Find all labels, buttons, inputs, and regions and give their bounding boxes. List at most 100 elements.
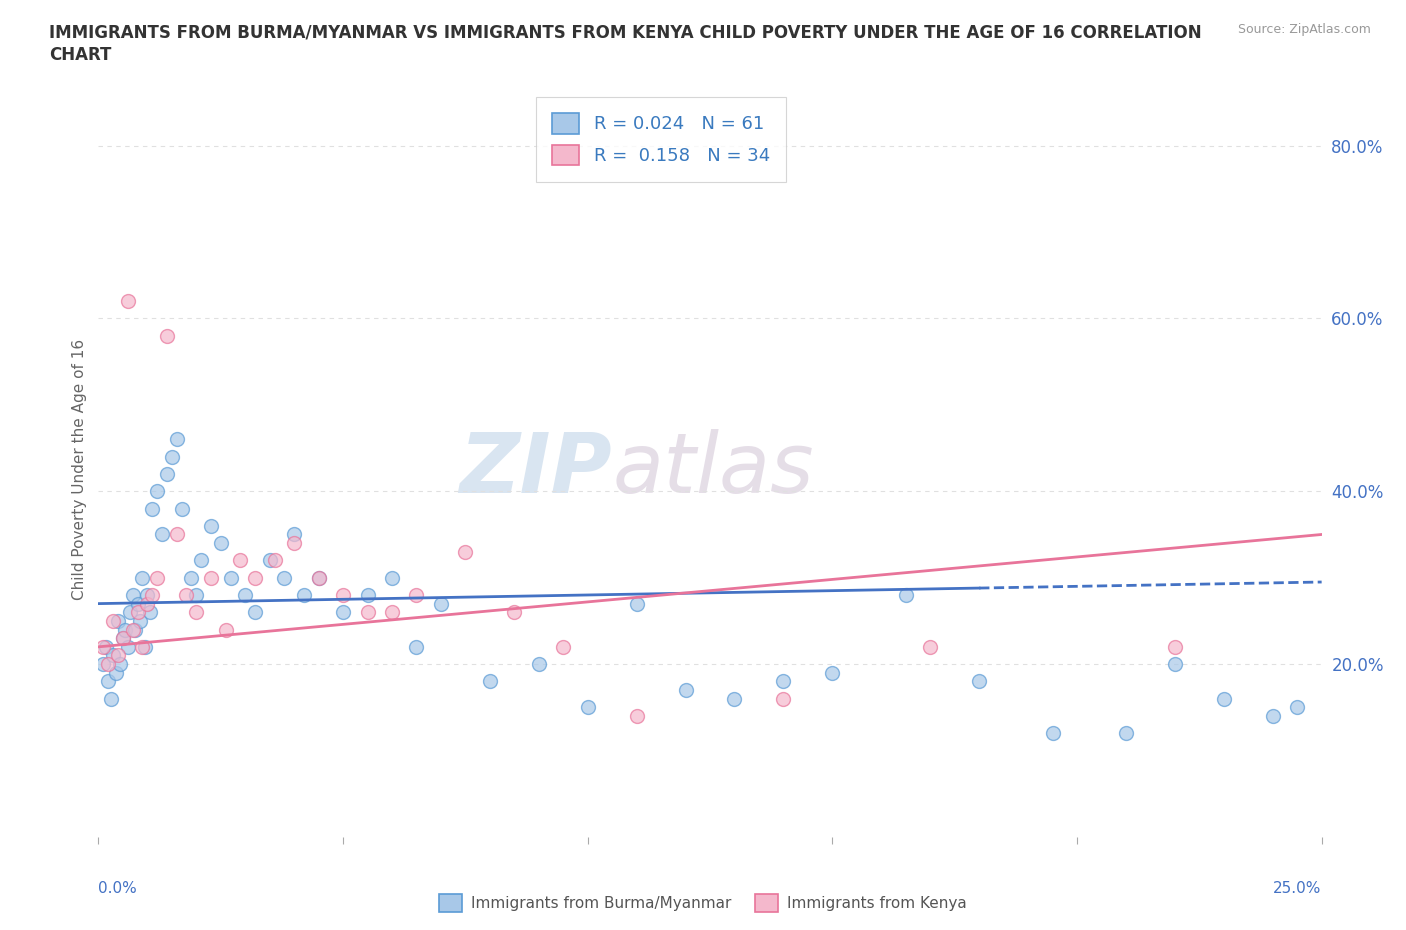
Point bbox=[381, 604, 404, 619]
Point bbox=[243, 570, 266, 585]
Point bbox=[200, 518, 222, 533]
Point bbox=[120, 604, 142, 619]
Point bbox=[101, 614, 124, 629]
Point bbox=[186, 588, 208, 603]
Point bbox=[503, 604, 526, 619]
Point bbox=[772, 691, 794, 706]
Point bbox=[967, 674, 990, 689]
Point bbox=[141, 501, 163, 516]
Point bbox=[166, 527, 188, 542]
Point bbox=[121, 622, 143, 637]
Point bbox=[405, 640, 427, 655]
Point bbox=[821, 665, 844, 680]
Point bbox=[263, 553, 285, 568]
Point bbox=[124, 622, 146, 637]
Point bbox=[1212, 691, 1234, 706]
Point bbox=[772, 674, 794, 689]
Point bbox=[332, 604, 354, 619]
Point bbox=[150, 527, 173, 542]
Point bbox=[117, 640, 139, 655]
Point bbox=[478, 674, 501, 689]
Point bbox=[332, 588, 354, 603]
Text: ZIP: ZIP bbox=[460, 429, 612, 511]
Point bbox=[111, 631, 134, 645]
Point bbox=[170, 501, 193, 516]
Point bbox=[283, 536, 305, 551]
Point bbox=[136, 588, 159, 603]
Point bbox=[454, 544, 477, 559]
Legend: Immigrants from Burma/Myanmar, Immigrants from Kenya: Immigrants from Burma/Myanmar, Immigrant… bbox=[433, 888, 973, 918]
Point bbox=[1286, 700, 1309, 715]
Text: CHART: CHART bbox=[49, 46, 111, 64]
Text: 0.0%: 0.0% bbox=[98, 881, 138, 897]
Point bbox=[243, 604, 266, 619]
Point bbox=[91, 657, 114, 671]
Point bbox=[139, 604, 162, 619]
Point bbox=[94, 640, 117, 655]
Point bbox=[156, 467, 179, 482]
Point bbox=[107, 614, 129, 629]
Point bbox=[127, 596, 149, 611]
Point bbox=[405, 588, 427, 603]
Point bbox=[180, 570, 202, 585]
Point bbox=[553, 640, 575, 655]
Point bbox=[146, 570, 169, 585]
Point bbox=[134, 640, 156, 655]
Text: Source: ZipAtlas.com: Source: ZipAtlas.com bbox=[1237, 23, 1371, 36]
Point bbox=[186, 604, 208, 619]
Point bbox=[111, 631, 134, 645]
Point bbox=[356, 588, 378, 603]
Point bbox=[1261, 709, 1284, 724]
Point bbox=[97, 674, 120, 689]
Text: IMMIGRANTS FROM BURMA/MYANMAR VS IMMIGRANTS FROM KENYA CHILD POVERTY UNDER THE A: IMMIGRANTS FROM BURMA/MYANMAR VS IMMIGRA… bbox=[49, 23, 1202, 41]
Point bbox=[1164, 657, 1187, 671]
Point bbox=[200, 570, 222, 585]
Point bbox=[1164, 640, 1187, 655]
Point bbox=[626, 596, 648, 611]
Point bbox=[308, 570, 330, 585]
Legend: R = 0.024   N = 61, R =  0.158   N = 34: R = 0.024 N = 61, R = 0.158 N = 34 bbox=[536, 97, 786, 181]
Point bbox=[127, 604, 149, 619]
Point bbox=[214, 622, 236, 637]
Text: 25.0%: 25.0% bbox=[1274, 881, 1322, 897]
Point bbox=[219, 570, 242, 585]
Point bbox=[259, 553, 281, 568]
Point bbox=[273, 570, 295, 585]
Point bbox=[131, 640, 153, 655]
Point bbox=[1115, 725, 1137, 740]
Point bbox=[576, 700, 599, 715]
Point bbox=[233, 588, 256, 603]
Point bbox=[920, 640, 942, 655]
Point bbox=[894, 588, 917, 603]
Point bbox=[146, 484, 169, 498]
Point bbox=[131, 570, 153, 585]
Point bbox=[91, 640, 114, 655]
Point bbox=[160, 449, 183, 464]
Point bbox=[209, 536, 232, 551]
Point bbox=[107, 648, 129, 663]
Point bbox=[166, 432, 188, 446]
Point bbox=[292, 588, 315, 603]
Point bbox=[675, 683, 697, 698]
Point bbox=[141, 588, 163, 603]
Point bbox=[229, 553, 252, 568]
Point bbox=[527, 657, 550, 671]
Point bbox=[381, 570, 404, 585]
Point bbox=[121, 588, 143, 603]
Point bbox=[129, 614, 152, 629]
Point bbox=[156, 328, 179, 343]
Point bbox=[176, 588, 198, 603]
Point bbox=[723, 691, 745, 706]
Point bbox=[356, 604, 378, 619]
Y-axis label: Child Poverty Under the Age of 16: Child Poverty Under the Age of 16 bbox=[72, 339, 87, 600]
Point bbox=[101, 648, 124, 663]
Point bbox=[1042, 725, 1064, 740]
Point bbox=[117, 294, 139, 309]
Point bbox=[110, 657, 132, 671]
Point bbox=[100, 691, 122, 706]
Point bbox=[97, 657, 120, 671]
Point bbox=[283, 527, 305, 542]
Text: atlas: atlas bbox=[612, 429, 814, 511]
Point bbox=[136, 596, 159, 611]
Point bbox=[626, 709, 648, 724]
